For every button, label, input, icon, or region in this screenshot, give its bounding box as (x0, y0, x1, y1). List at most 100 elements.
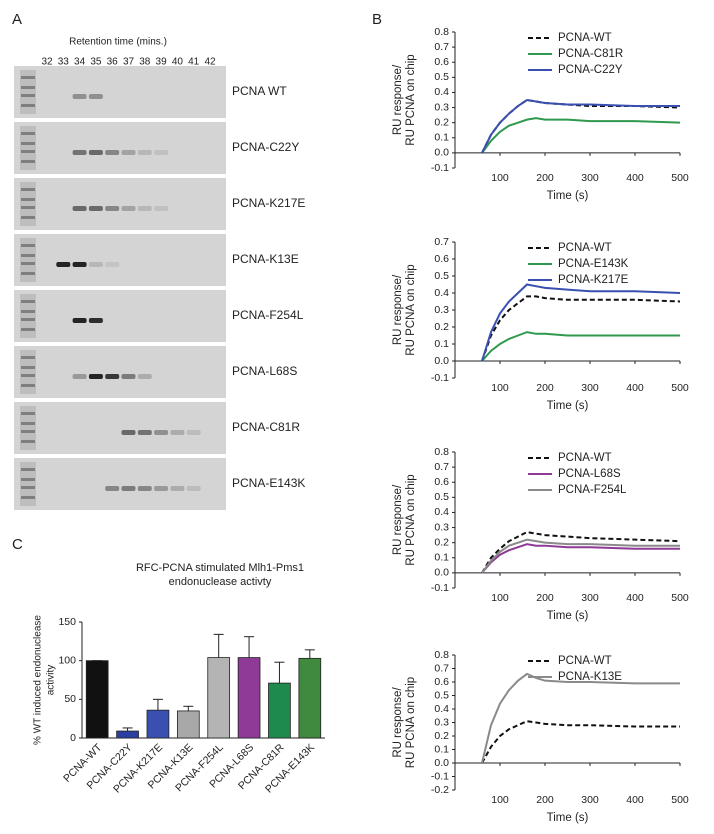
protein-band (105, 262, 120, 267)
protein-band (88, 374, 103, 379)
x-tick-label: 300 (581, 172, 599, 184)
gel-image (14, 458, 226, 510)
y-tick-label: 0.7 (434, 41, 449, 53)
ladder-band (21, 104, 35, 107)
bar (176, 710, 200, 739)
ladder-band (21, 188, 35, 191)
legend-label: PCNA-WT (558, 242, 612, 254)
protein-band (137, 150, 152, 155)
y-tick-label: 0.1 (434, 132, 449, 144)
gel-title: Retention time (mins.) (69, 37, 167, 48)
y-axis-label: % WT induced endonuclease (33, 615, 44, 745)
fraction-label: 40 (172, 57, 184, 68)
gel-image (14, 346, 226, 398)
bar (237, 657, 261, 739)
protein-band (186, 486, 201, 491)
y-tick-label: 0.7 (434, 662, 449, 674)
y-tick-label: 0.6 (434, 253, 449, 265)
x-tick-label: 400 (626, 172, 644, 184)
protein-band (154, 206, 169, 211)
y-tick-label: 0.2 (434, 116, 449, 128)
line-series (481, 331, 680, 362)
x-tick-label: 300 (581, 382, 599, 394)
panel-label: A (12, 11, 22, 28)
y-axis-label: activity (46, 665, 57, 696)
ladder-band (21, 206, 35, 209)
fraction-label: 36 (107, 57, 119, 68)
ladder-band (21, 440, 35, 443)
ladder-band (21, 384, 35, 387)
ladder-band (21, 198, 35, 201)
line-series (481, 98, 681, 154)
y-tick-label: 0.6 (434, 676, 449, 688)
x-tick-label: 400 (626, 382, 644, 394)
legend-label: PCNA-WT (558, 452, 612, 464)
y-tick-label: 0.5 (434, 689, 449, 701)
protein-band (137, 486, 152, 491)
protein-band (137, 206, 152, 211)
y-tick-label: -0.1 (431, 372, 449, 384)
y-tick-label: 0.5 (434, 491, 449, 503)
protein-band (170, 486, 185, 491)
ladder-band (21, 430, 35, 433)
lane-label: PCNA-K217E (232, 196, 305, 210)
line-series (481, 283, 681, 362)
x-tick-label: 500 (671, 794, 689, 806)
lane-label: PCNA-L68S (232, 364, 297, 378)
protein-band (105, 150, 120, 155)
gel-ladder (20, 70, 36, 114)
protein-band (121, 374, 136, 379)
gel-image (14, 234, 226, 286)
line-series (481, 117, 681, 154)
legend-label: PCNA-E143K (558, 258, 629, 270)
legend-label: PCNA-C81R (558, 48, 623, 60)
y-axis-label: RU response/ (392, 274, 404, 345)
y-tick-label: 0.8 (434, 446, 449, 458)
x-tick-label: 200 (536, 382, 554, 394)
legend-label: PCNA-F254L (558, 484, 627, 496)
y-tick-label: 0.7 (434, 236, 449, 248)
fraction-label: 39 (156, 57, 168, 68)
x-axis-label: Time (s) (547, 400, 589, 412)
gel-ladder (20, 294, 36, 338)
lane-label: PCNA-K13E (232, 252, 299, 266)
protein-band (72, 262, 87, 267)
legend-label: PCNA-WT (558, 32, 612, 44)
y-tick-label: -0.1 (431, 582, 449, 594)
ladder-band (21, 254, 35, 257)
legend-label: PCNA-C22Y (558, 64, 623, 76)
fraction-label: 42 (204, 57, 216, 68)
x-tick-label: 400 (626, 592, 644, 604)
protein-band (88, 206, 103, 211)
y-tick-label: 0.1 (434, 338, 449, 350)
x-tick-label: 200 (536, 794, 554, 806)
y-axis-label: RU PCNA on chip (405, 264, 417, 355)
panel-label: B (372, 11, 382, 28)
ladder-band (21, 422, 35, 425)
ladder-band (21, 160, 35, 163)
protein-band (154, 486, 169, 491)
chart-title: endonuclease activty (169, 576, 272, 588)
ladder-band (21, 94, 35, 97)
y-tick-label: 0 (70, 732, 76, 744)
y-tick-label: 50 (64, 693, 76, 705)
protein-band (154, 430, 169, 435)
gel-ladder (20, 406, 36, 450)
protein-band (121, 150, 136, 155)
y-tick-label: 0.0 (434, 147, 449, 159)
lane-label: PCNA-F254L (232, 308, 304, 322)
y-axis-label: RU PCNA on chip (405, 54, 417, 145)
y-tick-label: 0.1 (434, 743, 449, 755)
y-tick-label: 0.2 (434, 321, 449, 333)
y-tick-label: 0.4 (434, 287, 449, 299)
x-tick-label: 500 (671, 382, 689, 394)
y-axis-label: RU response/ (392, 64, 404, 135)
line-series (481, 543, 680, 574)
ladder-band (21, 300, 35, 303)
y-tick-label: 0.8 (434, 649, 449, 661)
y-tick-label: 0.6 (434, 56, 449, 68)
protein-band (72, 94, 87, 99)
x-tick-label: 300 (581, 794, 599, 806)
gel-ladder (20, 462, 36, 506)
y-tick-label: 0.8 (434, 26, 449, 38)
